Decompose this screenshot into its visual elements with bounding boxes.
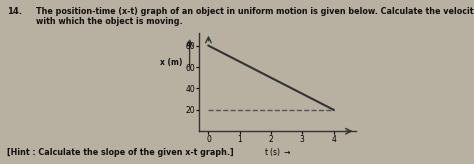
Text: The position-time (x-t) graph of an object in uniform motion is given below. Cal: The position-time (x-t) graph of an obje… <box>36 7 474 26</box>
X-axis label: t (s) $\rightarrow$: t (s) $\rightarrow$ <box>264 146 291 158</box>
Text: 14.: 14. <box>7 7 22 16</box>
Text: x (m): x (m) <box>160 58 182 67</box>
Text: [Hint : Calculate the slope of the given x-t graph.]: [Hint : Calculate the slope of the given… <box>7 148 234 157</box>
